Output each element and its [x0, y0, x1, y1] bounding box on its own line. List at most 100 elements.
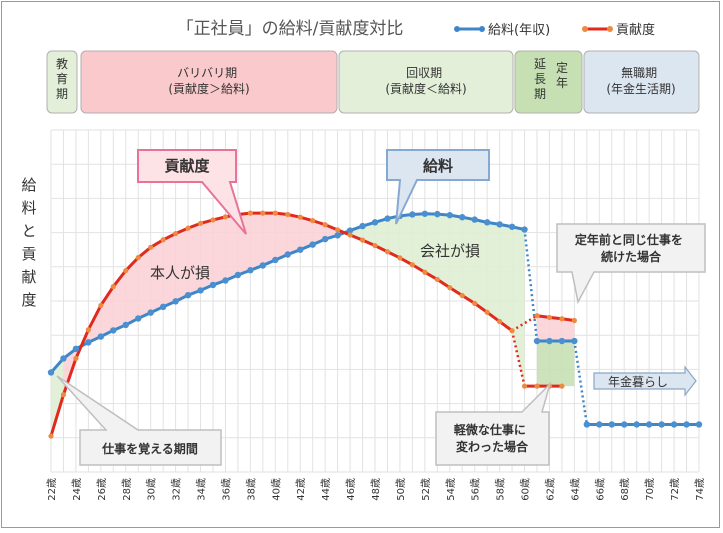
- phase-recovery-line1: 回収期: [406, 66, 442, 80]
- y-axis-label-char: と: [21, 222, 36, 240]
- phase-baribari-box: [80, 50, 338, 114]
- salary-point: [159, 303, 167, 311]
- x-tick-label: 74歳: [694, 478, 706, 501]
- legend-salary-label: 給料(年収): [488, 23, 550, 38]
- contribution-point: [185, 225, 191, 231]
- contribution-alt-point: [546, 314, 553, 321]
- x-tick-label: 52歳: [420, 478, 432, 501]
- salary-point: [272, 256, 279, 264]
- salary-point: [47, 369, 55, 376]
- salary-point: [234, 271, 242, 279]
- salary-point: [633, 421, 640, 428]
- x-tick-label: 66歳: [594, 478, 606, 501]
- x-tick-label: 22歳: [46, 478, 58, 501]
- contribution-point: [297, 214, 303, 220]
- callout-lighter-job: 軽微な仕事に 変わった場合: [435, 381, 552, 466]
- callout-contribution: 貢献度: [137, 149, 247, 235]
- x-tick-label: 30歳: [146, 478, 158, 501]
- phase-education-box: [46, 50, 78, 114]
- salary-retire-drop-line: [573, 340, 589, 425]
- contribution-point: [459, 292, 465, 299]
- salary-point: [135, 315, 142, 322]
- y-axis-label-char: 料: [21, 199, 36, 217]
- salary-point: [60, 355, 67, 362]
- contribution-point: [359, 237, 366, 243]
- legend-contribution-marker-left: [582, 26, 588, 32]
- contribution-point: [285, 211, 291, 218]
- salary-point: [284, 251, 291, 258]
- salary-point: [533, 337, 541, 345]
- salary-point: [571, 337, 578, 345]
- callout-lighter-job-text: 軽微な仕事に 変わった場合: [454, 422, 530, 454]
- phase-retired-box: [583, 50, 700, 114]
- callout-same-job: 定年前と同じ仕事を 続けた場合: [556, 223, 706, 305]
- contribution-same-job-line: [536, 314, 575, 322]
- x-tick-label: 26歳: [96, 478, 108, 501]
- salary-point: [546, 337, 553, 345]
- fill-company-loss: [350, 213, 525, 387]
- contribution-alt-point: [534, 313, 540, 319]
- x-tick-label: 32歳: [171, 478, 183, 501]
- salary-point: [658, 421, 665, 428]
- contribution-point: [322, 222, 328, 228]
- legend: 給料(年収) 貢献度: [454, 22, 655, 38]
- x-tick-label: 28歳: [121, 478, 133, 501]
- contribution-point: [73, 355, 79, 362]
- callout-learning-text: 仕事を覚える期間: [101, 441, 198, 456]
- contribution-point: [310, 218, 316, 224]
- y-axis-label-char: 献: [21, 268, 36, 286]
- x-tick-label: 46歳: [345, 478, 357, 501]
- callout-same-job-shape: [556, 223, 706, 305]
- salary-point: [434, 210, 441, 218]
- x-tick-label: 68歳: [619, 478, 631, 501]
- salary-point: [446, 211, 453, 219]
- annotation-person-loss: 本人が損: [150, 264, 210, 282]
- salary-point: [521, 226, 528, 233]
- salary-point: [621, 421, 628, 428]
- phase-extension-label: 延長期: [534, 57, 546, 101]
- x-tick-label: 62歳: [544, 478, 556, 501]
- callout-same-job-line1: 定年前と同じ仕事を: [575, 232, 683, 247]
- salary-point: [645, 421, 653, 428]
- x-tick-label: 72歳: [669, 478, 681, 501]
- y-axis-label-char: 貢: [21, 245, 36, 263]
- contribution-point: [484, 309, 490, 315]
- pension-arrow: 年金暮らし: [593, 365, 697, 397]
- callout-salary-text: 給料: [423, 157, 453, 175]
- contribution-point: [497, 318, 503, 325]
- y-axis-label-char: 給: [21, 176, 36, 194]
- salary-point: [384, 215, 391, 222]
- contribution-point: [197, 220, 204, 226]
- salary-point: [247, 267, 254, 274]
- phase-retired-label: 無職期 (年金生活期): [606, 65, 675, 96]
- salary-point: [346, 227, 354, 234]
- pension-arrow-text: 年金暮らし: [608, 374, 668, 389]
- salary-point: [371, 219, 379, 226]
- salary-point: [321, 235, 329, 243]
- contribution-point: [521, 383, 528, 389]
- x-tick-label: 44歳: [320, 478, 332, 501]
- salary-point: [459, 214, 466, 221]
- salary-point: [596, 421, 603, 428]
- contribution-alt-point: [571, 317, 577, 324]
- phase-baribari-line2: (貢献度＞給料): [168, 81, 249, 96]
- salary-point: [147, 309, 154, 316]
- contribution-point: [447, 285, 453, 291]
- phase-retired-line2: (年金生活期): [606, 81, 675, 96]
- contribution-point: [48, 433, 54, 439]
- salary-point: [583, 421, 591, 428]
- salary-point: [670, 421, 678, 428]
- x-tick-label: 60歳: [520, 478, 532, 501]
- contribution-point: [422, 269, 428, 275]
- contribution-point: [347, 232, 353, 238]
- x-tick-label: 48歳: [370, 478, 382, 501]
- x-tick-label: 38歳: [245, 478, 257, 501]
- contribution-point: [509, 328, 515, 334]
- x-tick-label: 34歳: [196, 478, 208, 501]
- salary-point: [222, 277, 229, 284]
- callout-learning: 仕事を覚える期間: [56, 375, 222, 466]
- salary-point: [172, 298, 179, 305]
- x-tick-label: 54歳: [445, 478, 457, 501]
- contribution-point: [148, 244, 154, 250]
- contribution-point: [335, 227, 341, 233]
